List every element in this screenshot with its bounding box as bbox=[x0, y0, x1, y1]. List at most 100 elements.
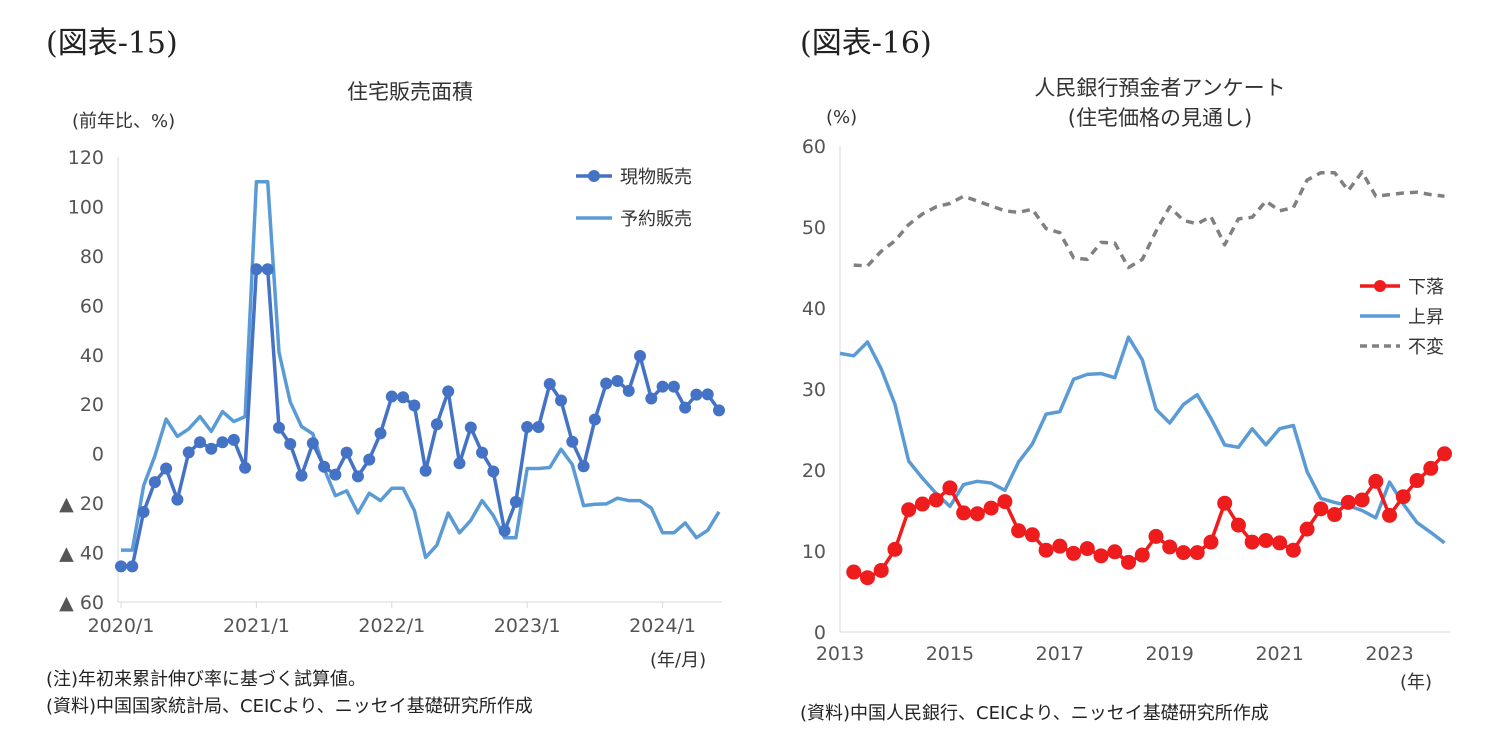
y-unit-label-16: (%) bbox=[826, 107, 858, 128]
data-point bbox=[1093, 548, 1109, 564]
legend-label: 上昇 bbox=[1408, 307, 1444, 328]
data-point bbox=[1079, 541, 1095, 557]
data-point bbox=[1258, 532, 1274, 548]
legend-label: 不変 bbox=[1408, 337, 1444, 358]
legend-label: 下落 bbox=[1408, 277, 1444, 298]
data-point bbox=[1107, 544, 1123, 560]
data-point bbox=[1217, 495, 1233, 511]
x-unit-label-16: (年) bbox=[1400, 672, 1433, 693]
x-tick-label: 2022/1 bbox=[358, 615, 425, 637]
data-point bbox=[1121, 554, 1137, 570]
series-line-不変 bbox=[853, 170, 1445, 270]
data-point bbox=[1011, 523, 1027, 539]
data-point bbox=[588, 413, 601, 426]
x-tick-label: 2020/1 bbox=[88, 615, 155, 637]
data-point bbox=[1148, 528, 1164, 544]
chart-title-15: 住宅販売面積 bbox=[347, 80, 473, 104]
data-point bbox=[397, 391, 410, 404]
data-point bbox=[487, 465, 500, 478]
y-tick-label: 60 bbox=[802, 136, 826, 158]
data-point bbox=[1203, 534, 1219, 550]
data-point bbox=[1189, 545, 1205, 561]
data-point bbox=[250, 263, 263, 276]
source-note-16: (資料)中国人民銀行、CEICより、ニッセイ基礎研究所作成 bbox=[800, 703, 1269, 724]
data-point bbox=[622, 384, 635, 397]
y-tick-label: ▲ 60 bbox=[59, 592, 104, 614]
data-point bbox=[126, 560, 139, 573]
y-tick-label: 0 bbox=[814, 622, 826, 644]
data-point bbox=[997, 494, 1013, 510]
data-point bbox=[453, 457, 466, 470]
data-point bbox=[509, 495, 522, 508]
data-point bbox=[873, 562, 889, 578]
data-point bbox=[318, 460, 331, 473]
data-point bbox=[634, 350, 647, 363]
data-point bbox=[928, 492, 944, 508]
data-point bbox=[1052, 538, 1068, 554]
data-point bbox=[1313, 501, 1329, 517]
series-line-下落 bbox=[853, 452, 1446, 580]
data-point bbox=[1423, 460, 1439, 476]
data-point bbox=[205, 442, 218, 455]
x-tick-label: 2017 bbox=[1036, 643, 1084, 665]
y-tick-label: 0 bbox=[92, 444, 104, 466]
data-point bbox=[1024, 527, 1040, 543]
data-point bbox=[272, 421, 285, 434]
x-tick-label: 2023/1 bbox=[494, 615, 561, 637]
data-point bbox=[1382, 507, 1398, 523]
data-point bbox=[859, 570, 875, 586]
data-point bbox=[351, 470, 364, 483]
data-point bbox=[476, 446, 489, 459]
data-point bbox=[667, 380, 680, 393]
y-tick-label: 20 bbox=[80, 394, 104, 416]
data-point bbox=[846, 564, 862, 580]
x-tick-label: 2021 bbox=[1255, 643, 1303, 665]
data-point bbox=[611, 374, 624, 387]
data-point bbox=[1409, 473, 1425, 489]
note-line-1: (注)年初来累計伸び率に基づく試算値。 bbox=[46, 669, 367, 690]
x-tick-label: 2023 bbox=[1365, 643, 1413, 665]
data-point bbox=[295, 469, 308, 482]
data-point bbox=[1327, 507, 1343, 523]
data-point bbox=[115, 560, 127, 573]
x-tick-label: 2021/1 bbox=[223, 615, 290, 637]
data-point bbox=[1437, 446, 1453, 462]
data-point bbox=[1285, 542, 1301, 558]
data-point bbox=[1230, 517, 1246, 533]
y-tick-label: 60 bbox=[80, 295, 104, 317]
data-point bbox=[216, 436, 229, 449]
data-point bbox=[442, 385, 455, 398]
data-point bbox=[1175, 545, 1191, 561]
data-point bbox=[901, 502, 917, 518]
data-point bbox=[969, 506, 985, 522]
data-point bbox=[408, 399, 421, 412]
data-point bbox=[1038, 542, 1054, 558]
data-point bbox=[577, 460, 590, 473]
y-tick-label: ▲ 40 bbox=[59, 543, 104, 565]
data-point bbox=[1066, 545, 1082, 561]
data-point bbox=[160, 462, 173, 475]
x-tick-label: 2024/1 bbox=[629, 615, 696, 637]
data-point bbox=[645, 392, 658, 405]
x-unit-label-15: (年/月) bbox=[650, 650, 707, 671]
data-point bbox=[555, 394, 568, 407]
y-tick-label: 10 bbox=[802, 541, 826, 563]
data-point bbox=[942, 480, 958, 496]
data-point bbox=[956, 505, 972, 521]
data-point bbox=[193, 436, 206, 449]
data-point bbox=[329, 468, 342, 481]
data-point bbox=[1299, 521, 1315, 537]
data-point bbox=[239, 461, 252, 474]
data-point bbox=[690, 388, 703, 401]
data-point bbox=[182, 446, 195, 459]
figure-label-15: (図表-15) bbox=[46, 26, 178, 61]
chart-title-16-line1: 人民銀行預金者アンケート bbox=[1034, 76, 1286, 100]
data-point bbox=[385, 390, 398, 403]
data-point bbox=[148, 476, 161, 489]
data-point bbox=[1272, 535, 1288, 551]
data-point bbox=[137, 506, 150, 519]
y-tick-label: 100 bbox=[68, 196, 104, 218]
data-point bbox=[983, 500, 999, 516]
y-tick-label: 50 bbox=[802, 217, 826, 239]
